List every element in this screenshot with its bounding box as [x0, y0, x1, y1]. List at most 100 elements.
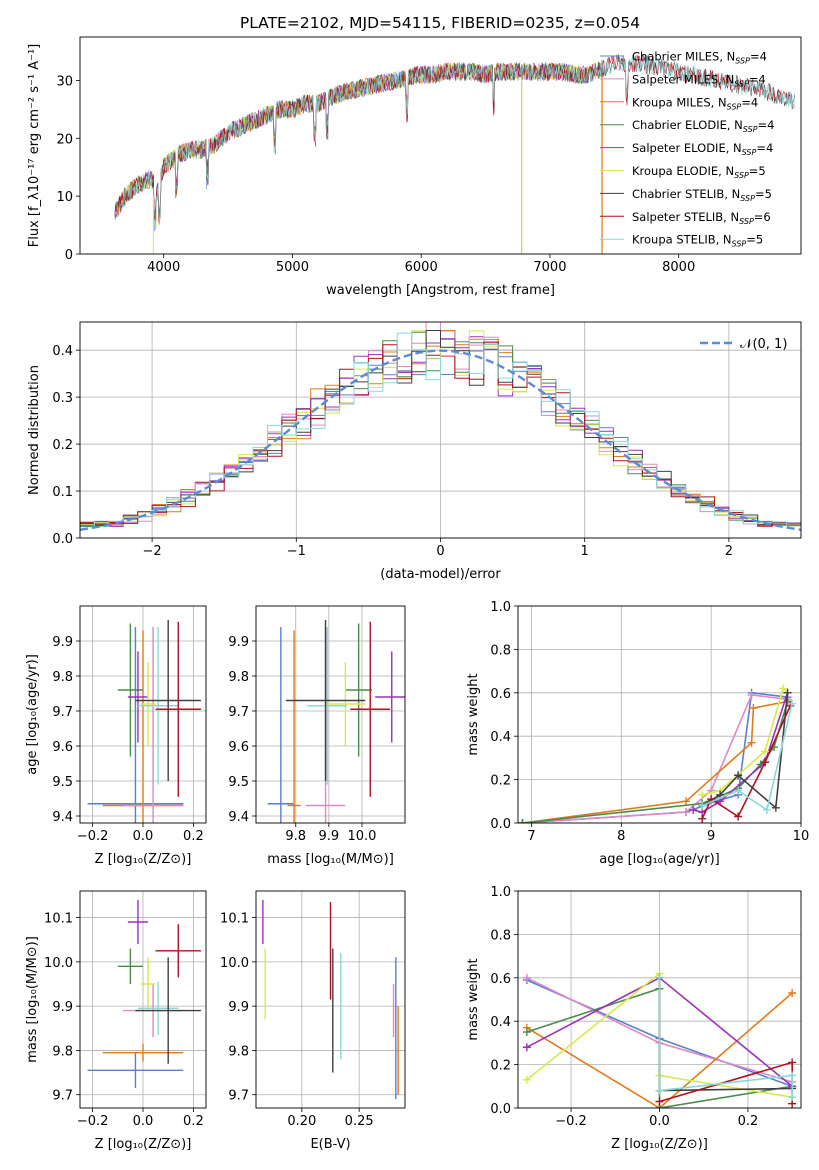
legend-entry: Chabrier MILES, NSSP=4 — [632, 50, 767, 66]
axes-frame — [255, 605, 406, 824]
y-tick-label: 0.8 — [490, 928, 511, 943]
y-tick-label: 9.9 — [228, 1000, 249, 1015]
y-tick-label: 20 — [56, 132, 73, 147]
errorbar-point-5 — [140, 662, 156, 746]
x-tick-label: 5000 — [276, 260, 309, 275]
x-tick-label: 9.8 — [285, 829, 306, 844]
data-marker — [734, 812, 743, 821]
y-tick-label: 0.0 — [490, 817, 511, 832]
x-tick-label: 0.0 — [649, 1114, 670, 1129]
data-marker — [698, 790, 707, 799]
errorbar-point-4 — [375, 651, 405, 743]
x-axis-label: mass [log₁₀(M/M⊙)] — [267, 852, 394, 867]
x-axis-label: Z [log₁₀(Z/Z⊙)] — [611, 1137, 708, 1152]
y-tick-label: 0.6 — [490, 687, 511, 702]
y-tick-label: 9.7 — [228, 705, 249, 720]
plot-area — [87, 620, 201, 823]
x-tick-label: 0.0 — [133, 1114, 154, 1129]
data-marker — [522, 1075, 531, 1084]
x-tick-label: 0.2 — [183, 1114, 204, 1129]
data-marker — [749, 703, 758, 712]
y-axis-label: mass weight — [466, 673, 481, 755]
y-tick-label: 10.1 — [44, 912, 73, 927]
chart-title: PLATE=2102, MJD=54115, FIBERID=0235, z=0… — [240, 14, 640, 32]
data-marker — [698, 814, 707, 823]
legend-entry: Salpeter ELODIE, NSSP=4 — [632, 141, 773, 157]
data-marker — [734, 786, 743, 795]
legend-entry: Kroupa ELODIE, NSSP=5 — [632, 164, 766, 180]
x-tick-label: 7 — [527, 829, 535, 844]
y-tick-label: 9.7 — [52, 1089, 73, 1104]
y-tick-label: 9.8 — [52, 670, 73, 685]
y-tick-label: 0 — [65, 248, 73, 263]
errorbar-point-7 — [135, 957, 201, 1064]
x-tick-label: −2 — [143, 544, 162, 559]
data-marker — [682, 808, 691, 817]
legend-entry: Kroupa STELIB, NSSP=5 — [632, 233, 763, 249]
errorbar-point-7 — [135, 620, 201, 781]
legend-entry: Salpeter STELIB, NSSP=6 — [632, 210, 771, 226]
errorbar-point-6 — [307, 627, 348, 785]
data-marker — [734, 771, 743, 780]
x-tick-label: 0.2 — [738, 1114, 759, 1129]
y-tick-label: 30 — [56, 74, 73, 89]
y-tick-label: 9.4 — [52, 810, 73, 825]
x-tick-label: 1 — [581, 544, 589, 559]
errorbar-point-6 — [137, 981, 179, 1035]
errorbar-point-0 — [267, 627, 295, 823]
y-axis-label: mass [log₁₀(M/M⊙)] — [25, 936, 40, 1063]
plot-area — [80, 322, 801, 531]
x-tick-label: 7000 — [533, 260, 566, 275]
y-tick-label: 9.7 — [52, 705, 73, 720]
y-tick-label: 0.2 — [490, 774, 511, 789]
series-line-0 — [522, 691, 788, 823]
errorbar-point-8 — [155, 924, 201, 978]
y-axis-label: Normed distribution — [27, 365, 42, 495]
series-line-1 — [522, 694, 788, 823]
spectrum-line-7 — [114, 55, 795, 225]
x-tick-label: 4000 — [147, 260, 180, 275]
x-tick-label: 0.25 — [345, 1114, 374, 1129]
legend-entry: Kroupa MILES, NSSP=4 — [632, 95, 758, 111]
x-tick-label: 10 — [793, 829, 810, 844]
chart-panel-4: 9.8 9.9 10.0 9.4 9.5 9.6 9.7 9.8 9.9 mass [log₁₀(… — [228, 605, 406, 867]
y-tick-label: 0.0 — [490, 1102, 511, 1117]
errorbar-point-8 — [350, 621, 391, 797]
y-tick-label: 9.6 — [52, 740, 73, 755]
errorbar-point-7 — [285, 620, 366, 781]
legend-entry: Chabrier STELIB, NSSP=5 — [632, 187, 772, 203]
data-marker — [655, 1086, 664, 1095]
data-marker — [522, 1043, 531, 1052]
errorbar-point-5 — [325, 662, 366, 746]
x-tick-label: 6000 — [405, 260, 438, 275]
data-marker — [655, 1097, 664, 1106]
y-tick-label: 0.8 — [490, 643, 511, 658]
y-tick-label: 0.6 — [490, 972, 511, 987]
data-marker — [761, 747, 770, 756]
errorbar-point-0 — [87, 1052, 184, 1089]
x-axis-label: wavelength [Angstrom, rest frame] — [326, 283, 555, 298]
errorbar-point-3 — [345, 623, 372, 757]
chart-panel-7: 0.20 0.25 9.7 9.8 9.9 10.0 10.1 E(B-V) — [220, 890, 406, 1152]
normal-curve — [80, 349, 801, 531]
data-marker — [788, 988, 797, 997]
axes-frame — [517, 605, 802, 824]
chart-panel-2: −2 −1 0 1 2 0.0 0.1 0.2 0.3 0.4 (data-model)/error… — [27, 321, 802, 582]
plot-area — [114, 53, 795, 254]
data-marker — [655, 973, 664, 982]
errorbar-point-3 — [117, 948, 143, 984]
x-tick-label: −0.2 — [77, 829, 109, 844]
chart-panel-6: −0.2 0.0 0.2 9.7 9.8 9.9 10.0 10.1 Z [log₁₀(Z/Z⊙… — [25, 890, 207, 1152]
data-marker — [689, 805, 698, 814]
y-axis-label: Flux [f_λ10⁻¹⁷ erg cm⁻² s⁻¹ A⁻¹] — [27, 44, 42, 248]
errorbar-point-5 — [140, 957, 156, 1011]
x-tick-label: 2 — [725, 544, 733, 559]
y-tick-label: 9.8 — [228, 670, 249, 685]
data-marker — [788, 1058, 797, 1067]
y-tick-label: 0.4 — [52, 344, 73, 359]
x-tick-label: 9 — [707, 829, 715, 844]
data-marker — [779, 684, 788, 693]
x-axis-label: Z [log₁₀(Z/Z⊙)] — [95, 1137, 192, 1152]
data-marker — [788, 1093, 797, 1102]
